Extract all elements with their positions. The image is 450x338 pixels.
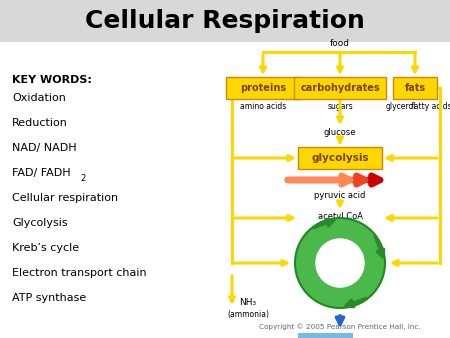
Text: Glycolysis: Glycolysis <box>12 218 68 228</box>
Circle shape <box>315 238 365 288</box>
Text: carbohydrates: carbohydrates <box>300 83 380 93</box>
Text: amino acids: amino acids <box>240 102 286 111</box>
Text: Electron transport chain: Electron transport chain <box>12 268 147 278</box>
Text: pyruvic acid: pyruvic acid <box>314 191 366 200</box>
Text: KEY WORDS:: KEY WORDS: <box>12 75 92 85</box>
Text: FAD/ FADH: FAD/ FADH <box>12 168 71 178</box>
Text: Cellular respiration: Cellular respiration <box>12 193 118 203</box>
FancyBboxPatch shape <box>0 0 450 42</box>
Text: proteins: proteins <box>240 83 286 93</box>
Text: (ammonia): (ammonia) <box>227 310 269 319</box>
Text: NH₃: NH₃ <box>239 298 256 307</box>
Text: Copyright © 2005 Pearson Prentice Hall, Inc.: Copyright © 2005 Pearson Prentice Hall, … <box>259 323 421 330</box>
Text: acetyl CoA: acetyl CoA <box>318 212 363 221</box>
Text: cycle: cycle <box>324 268 356 278</box>
Text: 2: 2 <box>80 174 85 183</box>
Text: Reduction: Reduction <box>12 118 68 128</box>
FancyBboxPatch shape <box>294 77 386 99</box>
FancyBboxPatch shape <box>298 147 382 169</box>
Text: NAD/ NADH: NAD/ NADH <box>12 143 77 153</box>
Text: fatty acids: fatty acids <box>411 102 450 111</box>
Circle shape <box>295 218 385 308</box>
FancyBboxPatch shape <box>393 77 437 99</box>
FancyBboxPatch shape <box>298 333 353 338</box>
Text: food: food <box>330 39 350 48</box>
Text: glucose: glucose <box>324 128 356 137</box>
Text: Cellular Respiration: Cellular Respiration <box>85 9 365 33</box>
Text: sugars: sugars <box>327 102 353 111</box>
Text: glycerol: glycerol <box>386 102 416 111</box>
Text: Krebs: Krebs <box>322 253 358 263</box>
FancyBboxPatch shape <box>226 77 300 99</box>
Text: Oxidation: Oxidation <box>12 93 66 103</box>
Text: fats: fats <box>405 83 426 93</box>
Text: Kreb’s cycle: Kreb’s cycle <box>12 243 79 253</box>
Text: ATP synthase: ATP synthase <box>12 293 86 303</box>
Text: glycolysis: glycolysis <box>311 153 369 163</box>
